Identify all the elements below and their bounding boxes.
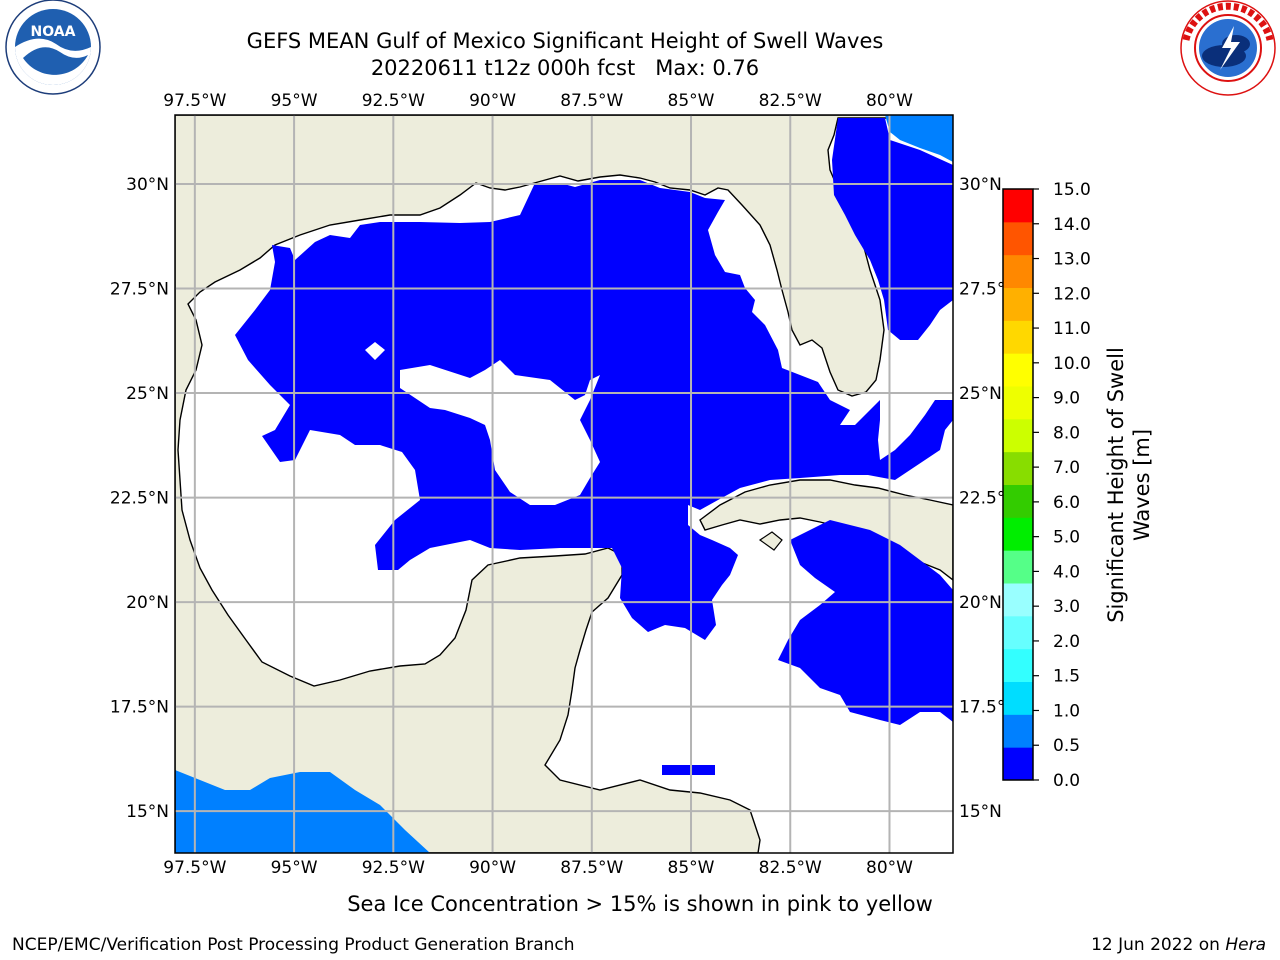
- colorbar-tick-label: 3.0: [1053, 597, 1080, 617]
- colorbar-segment: [1003, 550, 1033, 584]
- colorbar-tick-label: 1.5: [1053, 667, 1080, 687]
- lat-label-left: 20°N: [126, 593, 169, 613]
- colorbar-tick-label: 8.0: [1053, 423, 1080, 443]
- lat-label-left: 25°N: [126, 384, 169, 404]
- lat-label-right: 25°N: [959, 384, 1002, 404]
- lon-label-bottom: 92.5°W: [362, 858, 425, 878]
- colorbar-tick-label: 0.5: [1053, 736, 1080, 756]
- lat-label-right: 30°N: [959, 175, 1002, 195]
- colorbar-tick-label: 10.0: [1053, 354, 1091, 374]
- lat-label-left: 30°N: [126, 175, 169, 195]
- sea-ice-note: Sea Ice Concentration > 15% is shown in …: [347, 892, 933, 916]
- date-text: 12 Jun 2022 on Hera: [1091, 935, 1266, 955]
- colorbar-segment: [1003, 681, 1033, 715]
- lon-label-bottom: 80°W: [866, 858, 913, 878]
- colorbar-segment: [1003, 353, 1033, 387]
- colorbar-segment: [1003, 517, 1033, 551]
- lon-label-bottom: 82.5°W: [759, 858, 822, 878]
- colorbar-tick-label: 15.0: [1053, 180, 1091, 200]
- lon-label-bottom: 90°W: [469, 858, 516, 878]
- land-islands: [758, 531, 783, 551]
- lat-label-right: 15°N: [959, 802, 1002, 822]
- lon-label-top: 90°W: [469, 91, 516, 111]
- lon-label-top: 87.5°W: [560, 91, 623, 111]
- colorbar-tick-label: 12.0: [1053, 284, 1091, 304]
- lon-label-top: 85°W: [668, 91, 715, 111]
- lon-label-top: 92.5°W: [362, 91, 425, 111]
- colorbar-label-line1: Significant Height of Swell: [1104, 347, 1128, 623]
- colorbar-segment: [1003, 484, 1033, 518]
- colorbar-segment: [1003, 221, 1033, 256]
- colorbar-segment: [1003, 747, 1033, 781]
- lon-label-bottom: 85°W: [668, 858, 715, 878]
- colorbar-tick-label: 11.0: [1053, 319, 1091, 339]
- date-value: 12 Jun 2022 on: [1091, 935, 1225, 955]
- colorbar-tick-label: 13.0: [1053, 250, 1091, 270]
- colorbar-segment: [1003, 418, 1033, 453]
- nws-logo: [1180, 0, 1276, 96]
- credit-text: NCEP/EMC/Verification Post Processing Pr…: [12, 935, 575, 955]
- colorbar-segment: [1003, 615, 1033, 650]
- colorbar-tick-label: 14.0: [1053, 215, 1091, 235]
- colorbar-tick-label: 9.0: [1053, 389, 1080, 409]
- lat-label-left: 17.5°N: [110, 698, 169, 718]
- lon-label-bottom: 95°W: [271, 858, 318, 878]
- colorbar-segment: [1003, 583, 1033, 617]
- noaa-logo-text: NOAA: [31, 24, 76, 40]
- host-name: Hera: [1225, 935, 1266, 955]
- colorbar-segment: [1003, 714, 1033, 748]
- colorbar-segment: [1003, 287, 1033, 321]
- lon-label-top: 82.5°W: [759, 91, 822, 111]
- colorbar-segment: [1003, 648, 1033, 682]
- colorbar-tick-label: 5.0: [1053, 528, 1080, 548]
- noaa-logo: NOAA: [5, 0, 101, 95]
- map-gridlines: [175, 115, 953, 853]
- map-title-line1: GEFS MEAN Gulf of Mexico Significant Hei…: [247, 29, 884, 53]
- colorbar-tick-label: 0.0: [1053, 771, 1080, 791]
- colorbar-tick-label: 2.0: [1053, 632, 1080, 652]
- colorbar-segment: [1003, 254, 1033, 288]
- colorbar-label: Significant Height of SwellWaves [m]: [1104, 347, 1154, 623]
- colorbar-tick-label: 6.0: [1053, 493, 1080, 513]
- colorbar-label-line2: Waves [m]: [1130, 429, 1154, 541]
- map-title-line2: 20220611 t12z 000h fcst Max: 0.76: [371, 56, 759, 80]
- colorbar-tick-label: 4.0: [1053, 562, 1080, 582]
- map-frame: [174, 114, 954, 854]
- lon-label-bottom: 97.5°W: [163, 858, 226, 878]
- map-panel: [175, 115, 953, 853]
- lat-label-left: 15°N: [126, 802, 169, 822]
- colorbar-segment: [1003, 451, 1033, 485]
- colorbar-tick-label: 7.0: [1053, 458, 1080, 478]
- lon-label-top: 97.5°W: [163, 91, 226, 111]
- colorbar-frame: [1002, 188, 1034, 781]
- lat-label-right: 20°N: [959, 593, 1002, 613]
- lon-label-top: 80°W: [866, 91, 913, 111]
- swell-field-0-0.5m: [235, 118, 953, 775]
- colorbar-segment: [1003, 189, 1033, 223]
- lat-label-left: 27.5°N: [110, 280, 169, 300]
- lon-label-top: 95°W: [271, 91, 318, 111]
- colorbar-segment: [1003, 320, 1033, 354]
- colorbar: 0.0 0.5 1.0 1.5 2.0 3.0 4.0 5.0 6.0 7.0 8.0 9.0 10.0…: [1002, 180, 1091, 791]
- colorbar-segment: [1003, 386, 1033, 420]
- lon-label-bottom: 87.5°W: [560, 858, 623, 878]
- colorbar-tick-label: 1.0: [1053, 701, 1080, 721]
- lat-label-left: 22.5°N: [110, 489, 169, 509]
